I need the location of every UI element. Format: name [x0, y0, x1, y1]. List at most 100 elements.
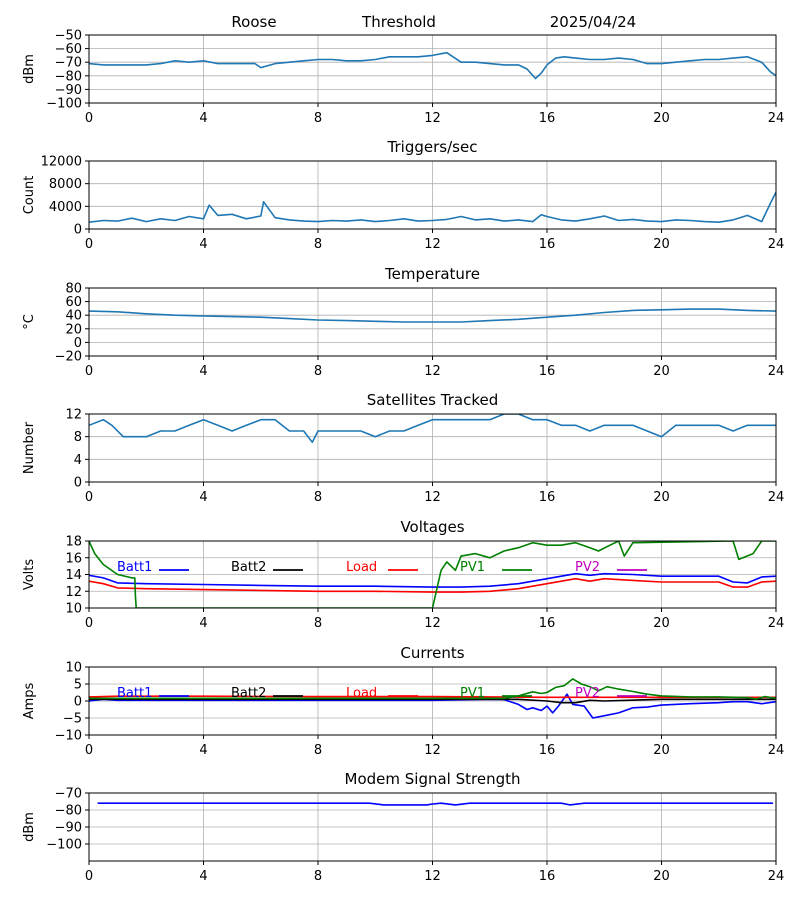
- x-tick-label: 12: [424, 743, 441, 758]
- series-line-modem: [97, 802, 774, 806]
- y-tick-label: 12: [65, 585, 82, 600]
- panel-signal: 0 4 8 12 16 20 24 −50−60−70−80−90−100 dBm: [22, 29, 784, 127]
- x-tick-label: 8: [314, 869, 322, 884]
- x-tick-label: 16: [539, 111, 556, 126]
- y-tick-label: 0: [74, 336, 82, 351]
- y-tick-label: −100: [46, 97, 82, 112]
- x-tick-label: 0: [85, 111, 93, 126]
- y-tick-label: 12: [65, 408, 82, 423]
- x-tick-label: 16: [539, 364, 556, 379]
- y-tick-label: −10: [55, 729, 82, 744]
- x-tick-label: 24: [768, 869, 785, 884]
- y-tick-label: 12000: [41, 155, 82, 170]
- y-axis-label: Number: [22, 421, 37, 474]
- x-tick-label: 24: [768, 237, 785, 252]
- legend-label-load: Load: [346, 560, 377, 575]
- y-tick-label: −70: [55, 56, 82, 71]
- series-line-triggers: [89, 191, 776, 223]
- x-tick-label: 4: [199, 616, 207, 631]
- y-tick-label: −100: [46, 838, 82, 853]
- x-tick-label: 24: [768, 616, 785, 631]
- x-tick-label: 12: [424, 237, 441, 252]
- panel-title: Triggers/sec: [387, 138, 478, 156]
- series-line-batt1: [89, 693, 776, 719]
- x-tick-label: 0: [85, 364, 93, 379]
- series-line-batt2: [89, 698, 776, 704]
- x-tick-label: 20: [653, 743, 670, 758]
- y-tick-label: 16: [65, 551, 82, 566]
- x-tick-label: 20: [653, 869, 670, 884]
- legend-label-batt1: Batt1: [117, 560, 152, 575]
- y-tick-label: 18: [65, 535, 82, 550]
- legend-label-pv1: PV1: [460, 560, 485, 575]
- y-tick-label: 4000: [49, 200, 82, 215]
- legend-label-pv2: PV2: [575, 560, 600, 575]
- legend-label-batt1: Batt1: [117, 686, 152, 701]
- x-tick-label: 8: [314, 111, 322, 126]
- series-line-signal: [89, 51, 776, 80]
- panel-title: Modem Signal Strength: [345, 770, 521, 788]
- x-tick-label: 16: [539, 490, 556, 505]
- y-axis-label: dBm: [22, 812, 37, 842]
- x-tick-label: 0: [85, 869, 93, 884]
- y-tick-label: 80: [65, 282, 82, 297]
- legend-label-batt2: Batt2: [231, 686, 266, 701]
- y-tick-label: −80: [55, 69, 82, 84]
- header-mode: Threshold: [361, 13, 436, 31]
- series-line-satellites: [89, 414, 776, 444]
- panel-title: Currents: [400, 644, 464, 662]
- x-tick-label: 20: [653, 364, 670, 379]
- x-tick-label: 24: [768, 490, 785, 505]
- panel-title: Temperature: [384, 265, 480, 283]
- y-tick-label: 0: [74, 695, 82, 710]
- panel-title: Voltages: [400, 518, 464, 536]
- x-tick-label: 12: [424, 616, 441, 631]
- x-tick-label: 8: [314, 237, 322, 252]
- panel-currents: 0 4 8 12 16 20 24 −10 −5 0 5 10 Currents Amps Batt1 Bat…: [22, 644, 784, 758]
- y-tick-label: −70: [55, 787, 82, 802]
- y-tick-label: 20: [65, 322, 82, 337]
- series-line-temperature: [89, 308, 776, 323]
- x-tick-label: 8: [314, 743, 322, 758]
- y-tick-label: −80: [55, 804, 82, 819]
- y-axis-label: Amps: [22, 682, 37, 719]
- y-axis-label: Count: [22, 176, 37, 215]
- y-tick-label: −20: [55, 350, 82, 365]
- x-tick-label: 24: [768, 364, 785, 379]
- y-tick-label: 10: [65, 661, 82, 676]
- x-tick-label: 4: [199, 237, 207, 252]
- y-tick-label: 8: [74, 430, 82, 445]
- x-tick-label: 20: [653, 111, 670, 126]
- series-line-load: [89, 577, 776, 593]
- x-tick-label: 0: [85, 237, 93, 252]
- x-tick-label: 12: [424, 869, 441, 884]
- legend-label-batt2: Batt2: [231, 560, 266, 575]
- x-tick-label: 0: [85, 616, 93, 631]
- x-tick-label: 12: [424, 111, 441, 126]
- y-tick-label: 8000: [49, 177, 82, 192]
- x-tick-label: 4: [199, 869, 207, 884]
- legend-label-pv2: PV2: [575, 686, 600, 701]
- y-tick-label: 14: [65, 568, 82, 583]
- x-tick-label: 16: [539, 616, 556, 631]
- y-tick-label: 5: [74, 678, 82, 693]
- x-tick-label: 16: [539, 869, 556, 884]
- y-tick-label: 4: [74, 453, 82, 468]
- x-tick-label: 24: [768, 743, 785, 758]
- y-tick-label: −50: [55, 29, 82, 44]
- y-tick-label: 40: [65, 309, 82, 324]
- x-tick-label: 16: [539, 237, 556, 252]
- header-date: 2025/04/24: [550, 13, 636, 31]
- x-tick-label: 24: [768, 111, 785, 126]
- y-tick-label: 10: [65, 602, 82, 617]
- series-line-pv1: [89, 678, 776, 700]
- x-tick-label: 20: [653, 490, 670, 505]
- x-tick-label: 8: [314, 364, 322, 379]
- y-tick-label: −5: [63, 712, 82, 727]
- series-line-batt1: [89, 572, 776, 588]
- y-tick-label: −90: [55, 83, 82, 98]
- panel-modem: 0 4 8 12 16 20 24 −70 −80 −90 −100 Modem Signal Str…: [22, 770, 784, 884]
- x-tick-label: 4: [199, 490, 207, 505]
